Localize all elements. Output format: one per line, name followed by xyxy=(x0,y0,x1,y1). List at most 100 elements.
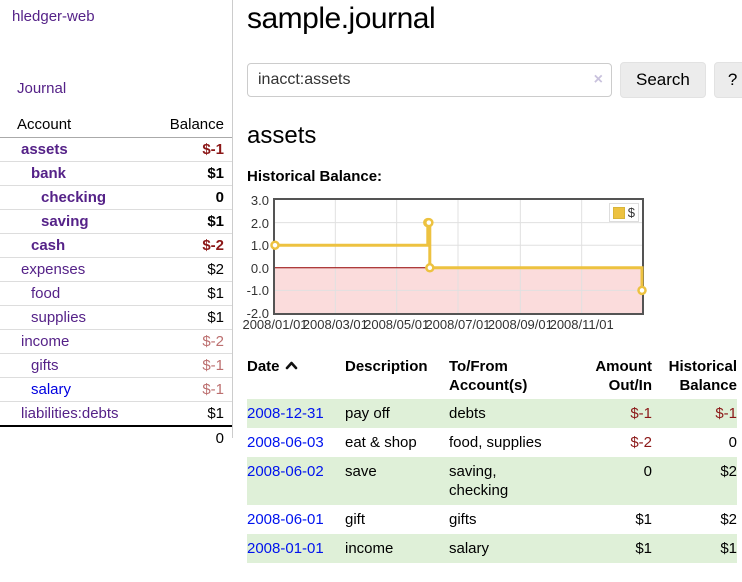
register-row: 2008-12-31 pay off debts $-1 $-1 xyxy=(247,399,737,428)
transaction-accounts: debts xyxy=(449,405,486,422)
transaction-date-link[interactable]: 2008-06-03 xyxy=(247,434,324,451)
x-axis-tick-label: 2008/07/01 xyxy=(425,317,491,332)
accounts-header-balance: Balance xyxy=(152,114,232,138)
register-header-accounts: To/From Account(s) xyxy=(449,358,528,394)
register-header-date-label: Date xyxy=(247,358,280,375)
y-axis-tick-label: 2.0 xyxy=(250,215,269,231)
sidebar: hledger-web Journal Account Balance asse… xyxy=(0,0,233,450)
account-link-assets[interactable]: assets xyxy=(21,141,68,158)
transaction-balance: $1 xyxy=(720,540,737,557)
account-link-bank[interactable]: bank xyxy=(31,165,67,182)
transaction-amount: $-2 xyxy=(630,434,652,451)
transaction-balance: $2 xyxy=(720,463,737,480)
transaction-balance: $2 xyxy=(720,511,737,528)
help-button[interactable]: ? xyxy=(713,62,742,98)
account-link-supplies[interactable]: supplies xyxy=(31,309,87,326)
accounts-total-spacer xyxy=(0,425,153,450)
account-link-salary[interactable]: salary xyxy=(31,381,72,398)
account-link-income[interactable]: income xyxy=(21,333,70,350)
chart-canvas xyxy=(270,200,647,313)
search-input-wrap: × xyxy=(247,63,612,97)
account-row: liabilities:debts $1 xyxy=(0,401,232,427)
account-link-gifts[interactable]: gifts xyxy=(31,357,59,374)
accounts-table: Account Balance assets $-1 bank $1 checking 0… xyxy=(0,114,232,450)
transaction-date-link[interactable]: 2008-06-01 xyxy=(247,511,324,528)
account-link-checking[interactable]: checking xyxy=(41,189,107,206)
transaction-amount: $1 xyxy=(635,511,652,528)
accounts-total-value: 0 xyxy=(152,425,232,450)
y-axis-tick-label: 1.0 xyxy=(250,238,269,254)
search-input[interactable] xyxy=(247,63,612,97)
transaction-accounts: food, supplies xyxy=(449,434,542,451)
transaction-description: eat & shop xyxy=(345,434,417,451)
account-link-saving[interactable]: saving xyxy=(41,213,89,230)
register-header-amount: Amount Out/In xyxy=(595,358,652,394)
transaction-balance: 0 xyxy=(728,434,737,451)
account-balance: $-1 xyxy=(152,377,232,402)
sort-ascending-icon xyxy=(285,357,298,376)
sidebar-item-journal[interactable]: Journal xyxy=(17,80,67,97)
account-balance: $1 xyxy=(152,401,232,427)
account-row: saving $1 xyxy=(0,209,232,234)
chart-plot-area: $ xyxy=(270,198,647,315)
register-row: 2008-06-03 eat & shop food, supplies $-2 0 xyxy=(247,428,737,457)
y-axis-tick-label: 3.0 xyxy=(250,193,269,208)
x-axis-tick-label: 2008/11/01 xyxy=(549,317,614,332)
transaction-date-link[interactable]: 2008-01-01 xyxy=(247,540,324,557)
y-axis-tick-label: -1.0 xyxy=(246,283,269,299)
transaction-date-link[interactable]: 2008-06-02 xyxy=(247,463,324,480)
account-row: expenses $2 xyxy=(0,257,232,282)
register-row: 2008-01-01 income salary $1 $1 xyxy=(247,534,737,563)
balance-chart: $ 3.0 2.0 1.0 0.0 -1.0 -2.0 2008/01/01 2008/03/… xyxy=(242,193,647,333)
transaction-date-link[interactable]: 2008-12-31 xyxy=(247,405,324,422)
account-row: salary $-1 xyxy=(0,377,232,402)
transaction-accounts: salary xyxy=(449,540,490,557)
account-row: income $-2 xyxy=(0,329,232,354)
account-row: supplies $1 xyxy=(0,305,232,330)
account-heading: assets xyxy=(247,122,317,149)
y-axis-tick-label: -2.0 xyxy=(246,306,269,321)
register-header-date[interactable]: Date xyxy=(247,355,345,399)
search-button[interactable]: Search xyxy=(620,62,706,98)
account-link-food[interactable]: food xyxy=(31,285,61,302)
account-balance: $1 xyxy=(152,281,232,306)
x-axis-tick-label: 2008/03/01 xyxy=(302,317,368,332)
account-balance: $-1 xyxy=(152,137,232,162)
transaction-amount: 0 xyxy=(643,463,652,480)
account-link-expenses[interactable]: expenses xyxy=(21,261,86,278)
accounts-header-account: Account xyxy=(0,114,153,138)
account-balance: $1 xyxy=(152,161,232,186)
brand-link[interactable]: hledger-web xyxy=(12,8,95,25)
legend-swatch xyxy=(612,206,625,219)
register-table: Date Description To/From Account(s) Amou… xyxy=(247,355,737,563)
account-row: cash $-2 xyxy=(0,233,232,258)
register-header-balance: Historical Balance xyxy=(668,358,737,394)
transaction-accounts: gifts xyxy=(449,511,477,528)
main-panel: sample.journal × Search ? assets Histori… xyxy=(233,0,742,563)
account-link-cash[interactable]: cash xyxy=(31,237,66,254)
register-header-row: Date Description To/From Account(s) Amou… xyxy=(247,355,737,399)
transaction-description: gift xyxy=(345,511,366,528)
transaction-amount: $1 xyxy=(635,540,652,557)
account-balance: $1 xyxy=(152,209,232,234)
x-axis-tick-label: 2008/01/01 xyxy=(242,317,308,332)
account-balance: $2 xyxy=(152,257,232,282)
transaction-accounts: saving, checking xyxy=(449,463,509,499)
register-row: 2008-06-01 gift gifts $1 $2 xyxy=(247,505,737,534)
clear-search-icon[interactable]: × xyxy=(593,71,603,88)
register-header-description: Description xyxy=(345,358,428,375)
search-form: × Search ? xyxy=(247,62,742,98)
chart-legend: $ xyxy=(608,203,639,222)
account-row: checking 0 xyxy=(0,185,232,210)
transaction-description: income xyxy=(345,540,394,557)
register-row: 2008-06-02 save saving, checking 0 $2 xyxy=(247,457,737,505)
accounts-total-row: 0 xyxy=(0,425,232,450)
account-balance: 0 xyxy=(152,185,232,210)
page-title: sample.journal xyxy=(247,2,436,35)
account-row: bank $1 xyxy=(0,161,232,186)
account-balance: $-2 xyxy=(152,233,232,258)
chart-title: Historical Balance: xyxy=(247,168,383,185)
transaction-description: pay off xyxy=(345,405,390,422)
transaction-balance: $-1 xyxy=(715,405,737,422)
account-link-liabilities-debts[interactable]: liabilities:debts xyxy=(21,405,119,422)
